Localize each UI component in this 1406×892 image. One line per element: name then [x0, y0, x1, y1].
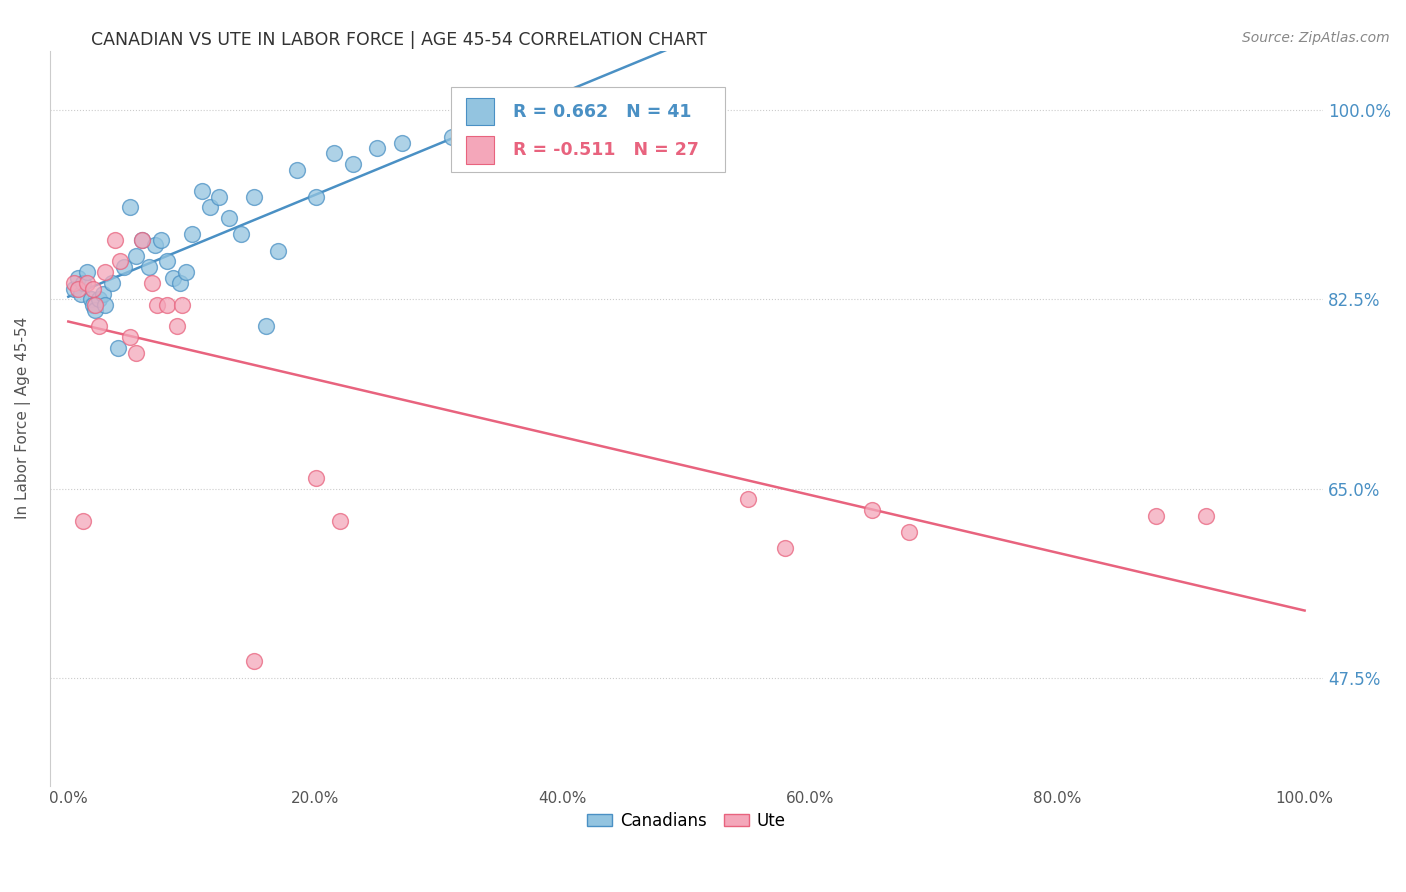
- Point: [138, 260, 160, 274]
- Point: [304, 471, 326, 485]
- Point: [897, 524, 920, 539]
- Point: [737, 492, 759, 507]
- Point: [69, 286, 91, 301]
- Point: [67, 281, 90, 295]
- Point: [156, 254, 179, 268]
- Point: [170, 298, 193, 312]
- Point: [125, 346, 148, 360]
- Point: [304, 189, 326, 203]
- Point: [181, 227, 204, 242]
- Point: [231, 227, 253, 242]
- Point: [120, 201, 142, 215]
- Point: [131, 233, 153, 247]
- Point: [91, 286, 114, 301]
- Point: [94, 298, 117, 312]
- Point: [67, 270, 90, 285]
- Point: [89, 293, 111, 307]
- Point: [342, 157, 364, 171]
- Point: [860, 503, 883, 517]
- Point: [89, 319, 111, 334]
- Point: [208, 189, 231, 203]
- Point: [100, 276, 122, 290]
- Point: [242, 655, 264, 669]
- Point: [84, 298, 107, 312]
- Point: [120, 330, 142, 344]
- Point: [72, 276, 94, 290]
- Point: [551, 125, 574, 139]
- Point: [82, 281, 104, 295]
- Point: [72, 514, 94, 528]
- Point: [82, 298, 104, 312]
- Point: [141, 276, 163, 290]
- Point: [174, 265, 197, 279]
- Point: [162, 270, 184, 285]
- Point: [169, 276, 191, 290]
- Point: [166, 319, 188, 334]
- Point: [76, 276, 98, 290]
- Point: [143, 238, 166, 252]
- Point: [200, 201, 222, 215]
- Point: [110, 254, 132, 268]
- Text: Source: ZipAtlas.com: Source: ZipAtlas.com: [1241, 31, 1389, 45]
- Point: [191, 184, 214, 198]
- Point: [775, 541, 797, 555]
- Point: [63, 281, 86, 295]
- Point: [242, 189, 264, 203]
- Point: [254, 319, 277, 334]
- Point: [285, 162, 308, 177]
- Point: [63, 276, 86, 290]
- Point: [146, 298, 169, 312]
- Point: [76, 265, 98, 279]
- Point: [79, 293, 101, 307]
- Point: [391, 136, 413, 150]
- Text: CANADIAN VS UTE IN LABOR FORCE | AGE 45-54 CORRELATION CHART: CANADIAN VS UTE IN LABOR FORCE | AGE 45-…: [91, 31, 707, 49]
- Point: [125, 249, 148, 263]
- Point: [94, 265, 117, 279]
- Point: [150, 233, 173, 247]
- Text: R = -0.511   N = 27: R = -0.511 N = 27: [513, 141, 699, 159]
- Point: [440, 130, 463, 145]
- Point: [366, 141, 388, 155]
- Point: [131, 233, 153, 247]
- FancyBboxPatch shape: [467, 97, 494, 126]
- Y-axis label: In Labor Force | Age 45-54: In Labor Force | Age 45-54: [15, 318, 31, 519]
- Point: [218, 211, 240, 226]
- Point: [1144, 508, 1167, 523]
- Point: [267, 244, 290, 258]
- Text: R = 0.662   N = 41: R = 0.662 N = 41: [513, 103, 692, 120]
- FancyBboxPatch shape: [467, 136, 494, 163]
- FancyBboxPatch shape: [451, 87, 724, 172]
- Point: [156, 298, 179, 312]
- Legend: Canadians, Ute: Canadians, Ute: [581, 805, 793, 837]
- Point: [84, 303, 107, 318]
- Point: [104, 233, 127, 247]
- Point: [112, 260, 135, 274]
- Point: [107, 341, 129, 355]
- Point: [329, 514, 352, 528]
- Point: [1195, 508, 1218, 523]
- Point: [323, 146, 346, 161]
